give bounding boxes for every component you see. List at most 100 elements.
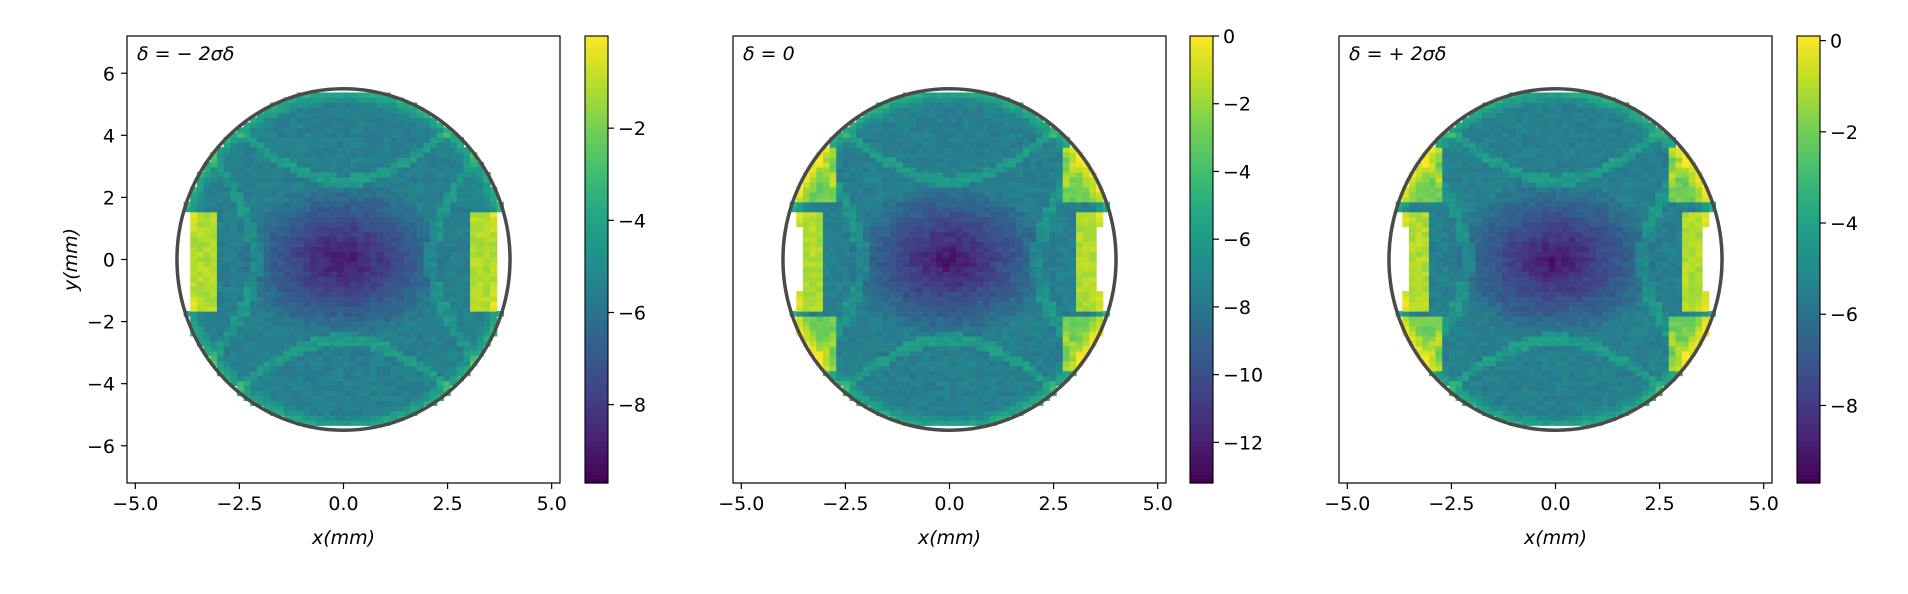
heatmap-cell bbox=[256, 251, 265, 257]
heatmap-cell bbox=[976, 350, 984, 357]
heatmap-cell bbox=[356, 162, 365, 168]
heatmap-cell bbox=[396, 380, 405, 387]
heatmap-cell bbox=[336, 152, 345, 158]
heatmap-cell bbox=[869, 122, 877, 128]
heatmap-cell bbox=[809, 291, 817, 297]
heatmap-cell bbox=[283, 296, 291, 302]
heatmap-cell bbox=[350, 420, 358, 426]
heatmap-cell bbox=[969, 132, 977, 138]
heatmap-cell bbox=[836, 241, 844, 248]
heatmap-cell bbox=[396, 316, 405, 322]
heatmap-cell bbox=[303, 122, 311, 128]
heatmap-cell bbox=[363, 176, 371, 183]
heatmap-cell bbox=[370, 147, 378, 153]
heatmap-cell bbox=[363, 246, 371, 253]
heatmap-cell bbox=[809, 221, 817, 228]
heatmap-cell bbox=[330, 132, 338, 138]
heatmap-cell bbox=[290, 306, 298, 312]
heatmap-cell bbox=[982, 206, 991, 213]
heatmap-cell bbox=[290, 350, 298, 357]
heatmap-cell bbox=[210, 241, 218, 248]
heatmap-cell bbox=[290, 311, 298, 317]
heatmap-cell bbox=[982, 97, 991, 104]
heatmap-cell bbox=[949, 380, 957, 387]
heatmap-cell bbox=[416, 112, 425, 118]
heatmap-cell bbox=[343, 330, 351, 337]
heatmap-cell bbox=[263, 271, 271, 277]
heatmap-cell bbox=[862, 385, 871, 392]
heatmap-cell bbox=[376, 241, 385, 248]
heatmap-cell bbox=[250, 365, 258, 372]
heatmap-cell bbox=[916, 162, 924, 168]
heatmap-cell bbox=[483, 281, 491, 287]
heatmap-cell bbox=[443, 375, 451, 382]
heatmap-cell bbox=[1036, 176, 1044, 183]
colorbar-segment bbox=[585, 36, 608, 41]
heatmap-cell bbox=[902, 296, 911, 302]
heatmap-cell bbox=[430, 390, 438, 397]
heatmap-cell bbox=[436, 162, 445, 168]
heatmap-cell bbox=[236, 152, 245, 158]
heatmap-cell bbox=[796, 311, 804, 317]
heatmap-cell bbox=[889, 360, 897, 367]
heatmap-cell bbox=[376, 127, 385, 133]
heatmap-cell bbox=[476, 176, 484, 183]
heatmap-cell bbox=[849, 142, 857, 148]
heatmap-cell bbox=[303, 201, 311, 208]
heatmap-cell bbox=[370, 325, 378, 332]
heatmap-cell bbox=[283, 181, 291, 188]
heatmap-cell bbox=[909, 92, 917, 99]
heatmap-cell bbox=[263, 325, 271, 332]
heatmap-cell bbox=[316, 191, 325, 198]
heatmap-cell bbox=[949, 405, 957, 411]
heatmap-cell bbox=[330, 266, 338, 272]
heatmap-cell bbox=[849, 147, 857, 153]
heatmap-cell bbox=[223, 365, 231, 372]
heatmap-cell bbox=[1002, 157, 1011, 163]
heatmap-cell bbox=[1036, 390, 1044, 397]
heatmap-cell bbox=[876, 405, 884, 411]
heatmap-cell bbox=[290, 246, 298, 253]
heatmap-cell bbox=[430, 380, 438, 387]
heatmap-cell bbox=[849, 311, 857, 317]
heatmap-cell bbox=[336, 316, 345, 322]
heatmap-cell bbox=[270, 291, 278, 297]
heatmap-cell bbox=[889, 400, 897, 406]
heatmap-cell bbox=[350, 137, 358, 143]
heatmap-cell bbox=[809, 301, 817, 307]
heatmap-cell bbox=[876, 291, 884, 297]
heatmap-cell bbox=[889, 330, 897, 337]
heatmap-cell bbox=[949, 211, 957, 218]
heatmap-cell bbox=[290, 157, 298, 163]
heatmap-cell bbox=[942, 216, 951, 223]
heatmap-cell bbox=[330, 385, 338, 392]
heatmap-cell bbox=[936, 147, 944, 153]
heatmap-cell bbox=[290, 415, 298, 421]
heatmap-cell bbox=[916, 152, 924, 158]
heatmap-cell bbox=[410, 201, 418, 208]
heatmap-cell bbox=[809, 261, 817, 267]
heatmap-cell bbox=[969, 176, 977, 183]
heatmap-cell bbox=[290, 256, 298, 262]
heatmap-cell bbox=[929, 261, 937, 267]
heatmap-cell bbox=[1022, 112, 1031, 118]
heatmap-cell bbox=[376, 231, 385, 238]
heatmap-cell bbox=[976, 231, 984, 238]
heatmap-cell bbox=[989, 171, 997, 178]
heatmap-cell bbox=[403, 291, 411, 297]
heatmap-cell bbox=[829, 251, 837, 257]
heatmap-cell bbox=[869, 316, 877, 322]
heatmap-cell bbox=[836, 186, 844, 193]
heatmap-cell bbox=[290, 405, 298, 411]
heatmap-cell bbox=[243, 196, 251, 203]
heatmap-cell bbox=[490, 301, 498, 307]
heatmap-cell bbox=[882, 370, 891, 377]
heatmap-cell bbox=[250, 152, 258, 158]
heatmap-cell bbox=[1042, 380, 1051, 387]
heatmap-cell bbox=[456, 152, 465, 158]
heatmap-cell bbox=[849, 385, 857, 392]
heatmap-cell bbox=[376, 147, 385, 153]
heatmap-cell bbox=[856, 311, 864, 317]
heatmap-cell bbox=[969, 117, 977, 123]
heatmap-cell bbox=[203, 241, 211, 248]
